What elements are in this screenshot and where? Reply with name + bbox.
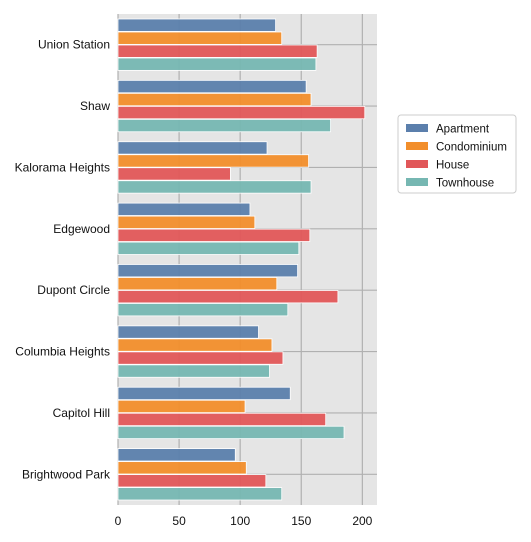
bar-townhouse-brightwood-park [117, 487, 283, 501]
bars [117, 18, 366, 501]
legend-label-townhouse: Townhouse [436, 178, 494, 190]
bar-townhouse-shaw [117, 118, 331, 133]
bar-townhouse-dupont-circle [117, 303, 289, 317]
bar-townhouse-kalorama-heights [117, 180, 312, 194]
y-tick-label: Union Station [38, 38, 110, 52]
y-tick-label: Brightwood Park [22, 467, 111, 481]
y-tick-label: Columbia Heights [15, 345, 110, 359]
bar-apartment-brightwood-park [117, 448, 236, 462]
x-tick-label: 50 [172, 514, 186, 528]
x-tick-label: 0 [115, 514, 122, 528]
y-tick-label: Dupont Circle [37, 283, 110, 297]
bar-condominium-kalorama-heights [117, 154, 309, 168]
bar-condominium-edgewood [117, 215, 256, 229]
y-tick-labels: Union Station Shaw Kalorama Heights Edgewoo… [15, 38, 111, 482]
legend-swatch-townhouse [406, 178, 428, 186]
x-tick-label: 100 [230, 514, 250, 528]
y-tick-label: Capitol Hill [53, 406, 110, 420]
bar-apartment-union-station [117, 18, 276, 32]
bar-house-brightwood-park [117, 474, 267, 488]
bar-apartment-edgewood [117, 202, 251, 216]
legend-label-apartment: Apartment [436, 124, 490, 136]
x-tick-labels: 0 50 100 150 200 [115, 514, 373, 528]
bar-house-capitol-hill [117, 412, 327, 427]
legend-swatch-condominium [406, 142, 428, 150]
bar-house-union-station [117, 44, 318, 58]
bar-townhouse-union-station [117, 57, 317, 71]
legend-swatch-apartment [406, 124, 428, 132]
legend-label-house: House [436, 160, 469, 172]
x-tick-label: 150 [291, 514, 311, 528]
bar-house-kalorama-heights [117, 167, 231, 181]
y-tick-label: Kalorama Heights [15, 160, 110, 174]
bar-house-shaw [117, 105, 366, 120]
bar-apartment-shaw [117, 79, 307, 94]
bar-townhouse-edgewood [117, 241, 300, 255]
bar-condominium-union-station [117, 31, 283, 45]
legend-frame [397, 114, 517, 194]
bar-apartment-columbia-heights [117, 325, 259, 339]
legend: Apartment Condominium House Townhouse [397, 114, 517, 194]
bar-townhouse-capitol-hill [117, 425, 345, 440]
bar-condominium-columbia-heights [117, 338, 273, 352]
bar-condominium-brightwood-park [117, 461, 247, 475]
bar-condominium-shaw [117, 92, 312, 107]
bar-townhouse-columbia-heights [117, 364, 270, 378]
bar-house-columbia-heights [117, 351, 284, 365]
x-tick-label: 200 [352, 514, 372, 528]
bar-condominium-dupont-circle [117, 277, 278, 291]
y-tick-label: Shaw [80, 99, 110, 113]
bar-apartment-capitol-hill [117, 386, 291, 401]
bar-house-edgewood [117, 228, 311, 242]
y-tick-label: Edgewood [53, 222, 110, 236]
legend-label-condominium: Condominium [436, 142, 507, 154]
legend-swatch-house [406, 160, 428, 168]
bar-house-dupont-circle [117, 290, 339, 304]
bar-apartment-dupont-circle [117, 264, 298, 278]
bar-apartment-kalorama-heights [117, 141, 268, 155]
bar-condominium-capitol-hill [117, 399, 246, 414]
